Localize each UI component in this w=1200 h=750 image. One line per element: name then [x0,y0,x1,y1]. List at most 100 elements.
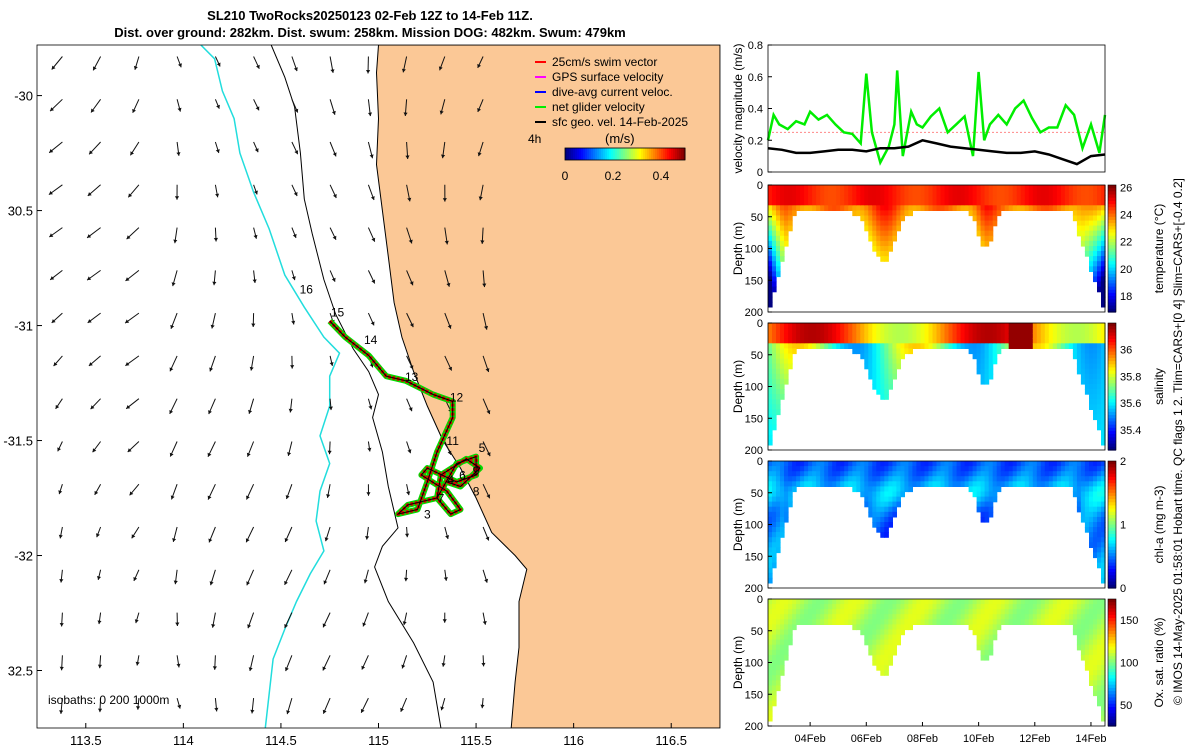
section-cell [992,210,998,217]
section-cell [1056,205,1062,211]
section-cell [768,343,773,349]
section-cell [920,466,926,472]
section-cell [920,619,926,625]
section-cell [1084,323,1090,329]
section-cell [1093,547,1098,554]
section-cell [1093,373,1098,380]
current-vector-head [368,405,373,410]
section-cell [772,542,777,548]
current-vector [406,526,408,538]
section-cell [924,481,930,487]
section-cell [1101,695,1106,702]
section-cell [984,461,990,467]
section-cell [1101,604,1106,610]
section-cell [1097,486,1102,493]
section-cell [956,185,962,191]
section-cell [784,230,789,237]
section-cell [1097,604,1102,610]
section-cell [780,220,785,227]
section-cell [1060,466,1066,472]
current-vector-head [248,409,253,414]
section-cell [980,368,986,375]
current-vector-head [322,623,327,628]
section-cell [836,333,841,339]
section-cell [1089,261,1094,267]
current-vector-head [215,193,220,198]
section-cell [932,461,938,467]
section-cell [880,353,885,360]
section-cell [872,461,877,467]
section-cell [1093,461,1098,467]
section-cell [792,624,797,631]
section-cell [1060,333,1066,339]
section-cell [932,200,938,206]
section-cell [968,348,974,355]
section-cell [1093,414,1098,421]
current-vector [176,697,181,709]
section-cell [1089,599,1094,605]
section-cell [876,486,881,493]
section-cell [992,185,998,191]
section-cell [776,675,781,681]
section-cell [968,195,974,201]
ytick-label: 150 [745,275,763,287]
colorbar-cell [625,148,628,160]
section-cell [840,195,845,201]
section-cell [876,205,881,211]
section-cell [876,481,881,487]
section-cell [880,639,885,646]
section-cell [880,338,885,344]
colorbar-cell [1108,408,1116,413]
section-cell [1097,690,1102,697]
section-cell [772,481,777,487]
section-cell [772,471,777,477]
current-vector [214,141,220,154]
colorbar-cell [1108,335,1116,340]
section-cell [768,695,773,702]
section-cell [976,348,982,355]
section-cell [888,654,893,661]
section-cell [884,358,889,365]
section-cell [908,481,913,487]
section-cell [888,373,893,380]
section-cell [904,624,909,631]
colorbar-cell [1108,286,1116,291]
section-cell [836,328,841,334]
section-cell [892,200,897,206]
section-cell [920,333,926,339]
section-cell [876,624,881,631]
current-vector-head [445,535,450,539]
section-cell [884,461,889,467]
section-cell [1004,481,1010,487]
section-cell [980,225,986,232]
colorbar-cell [1108,399,1116,403]
section-cell [1093,599,1098,605]
section-cell [1093,496,1098,503]
section-cell [852,323,857,329]
section-cell [768,384,773,390]
section-cell [888,185,893,191]
section-cell [1076,353,1082,360]
section-cell [1101,542,1106,548]
section-cell [1040,200,1046,206]
section-cell [1089,609,1094,615]
section-cell [788,614,793,620]
section-cell [856,205,861,211]
section-cell [784,225,789,232]
section-cell [1089,266,1094,272]
section-cell [884,496,889,503]
section-cell [888,378,893,385]
colorbar-cell [1108,213,1116,218]
section-cell [1044,205,1050,211]
section-cell [1040,333,1046,339]
section-cell [1024,185,1030,191]
section-cell [1064,619,1070,625]
section-cell [996,486,1002,493]
current-vector-head [49,233,54,237]
section-cell [1093,200,1098,206]
section-cell [784,649,789,656]
current-vector-head [210,324,215,329]
section-cell [896,210,901,217]
section-cell [876,476,881,482]
section-cell [876,614,881,620]
